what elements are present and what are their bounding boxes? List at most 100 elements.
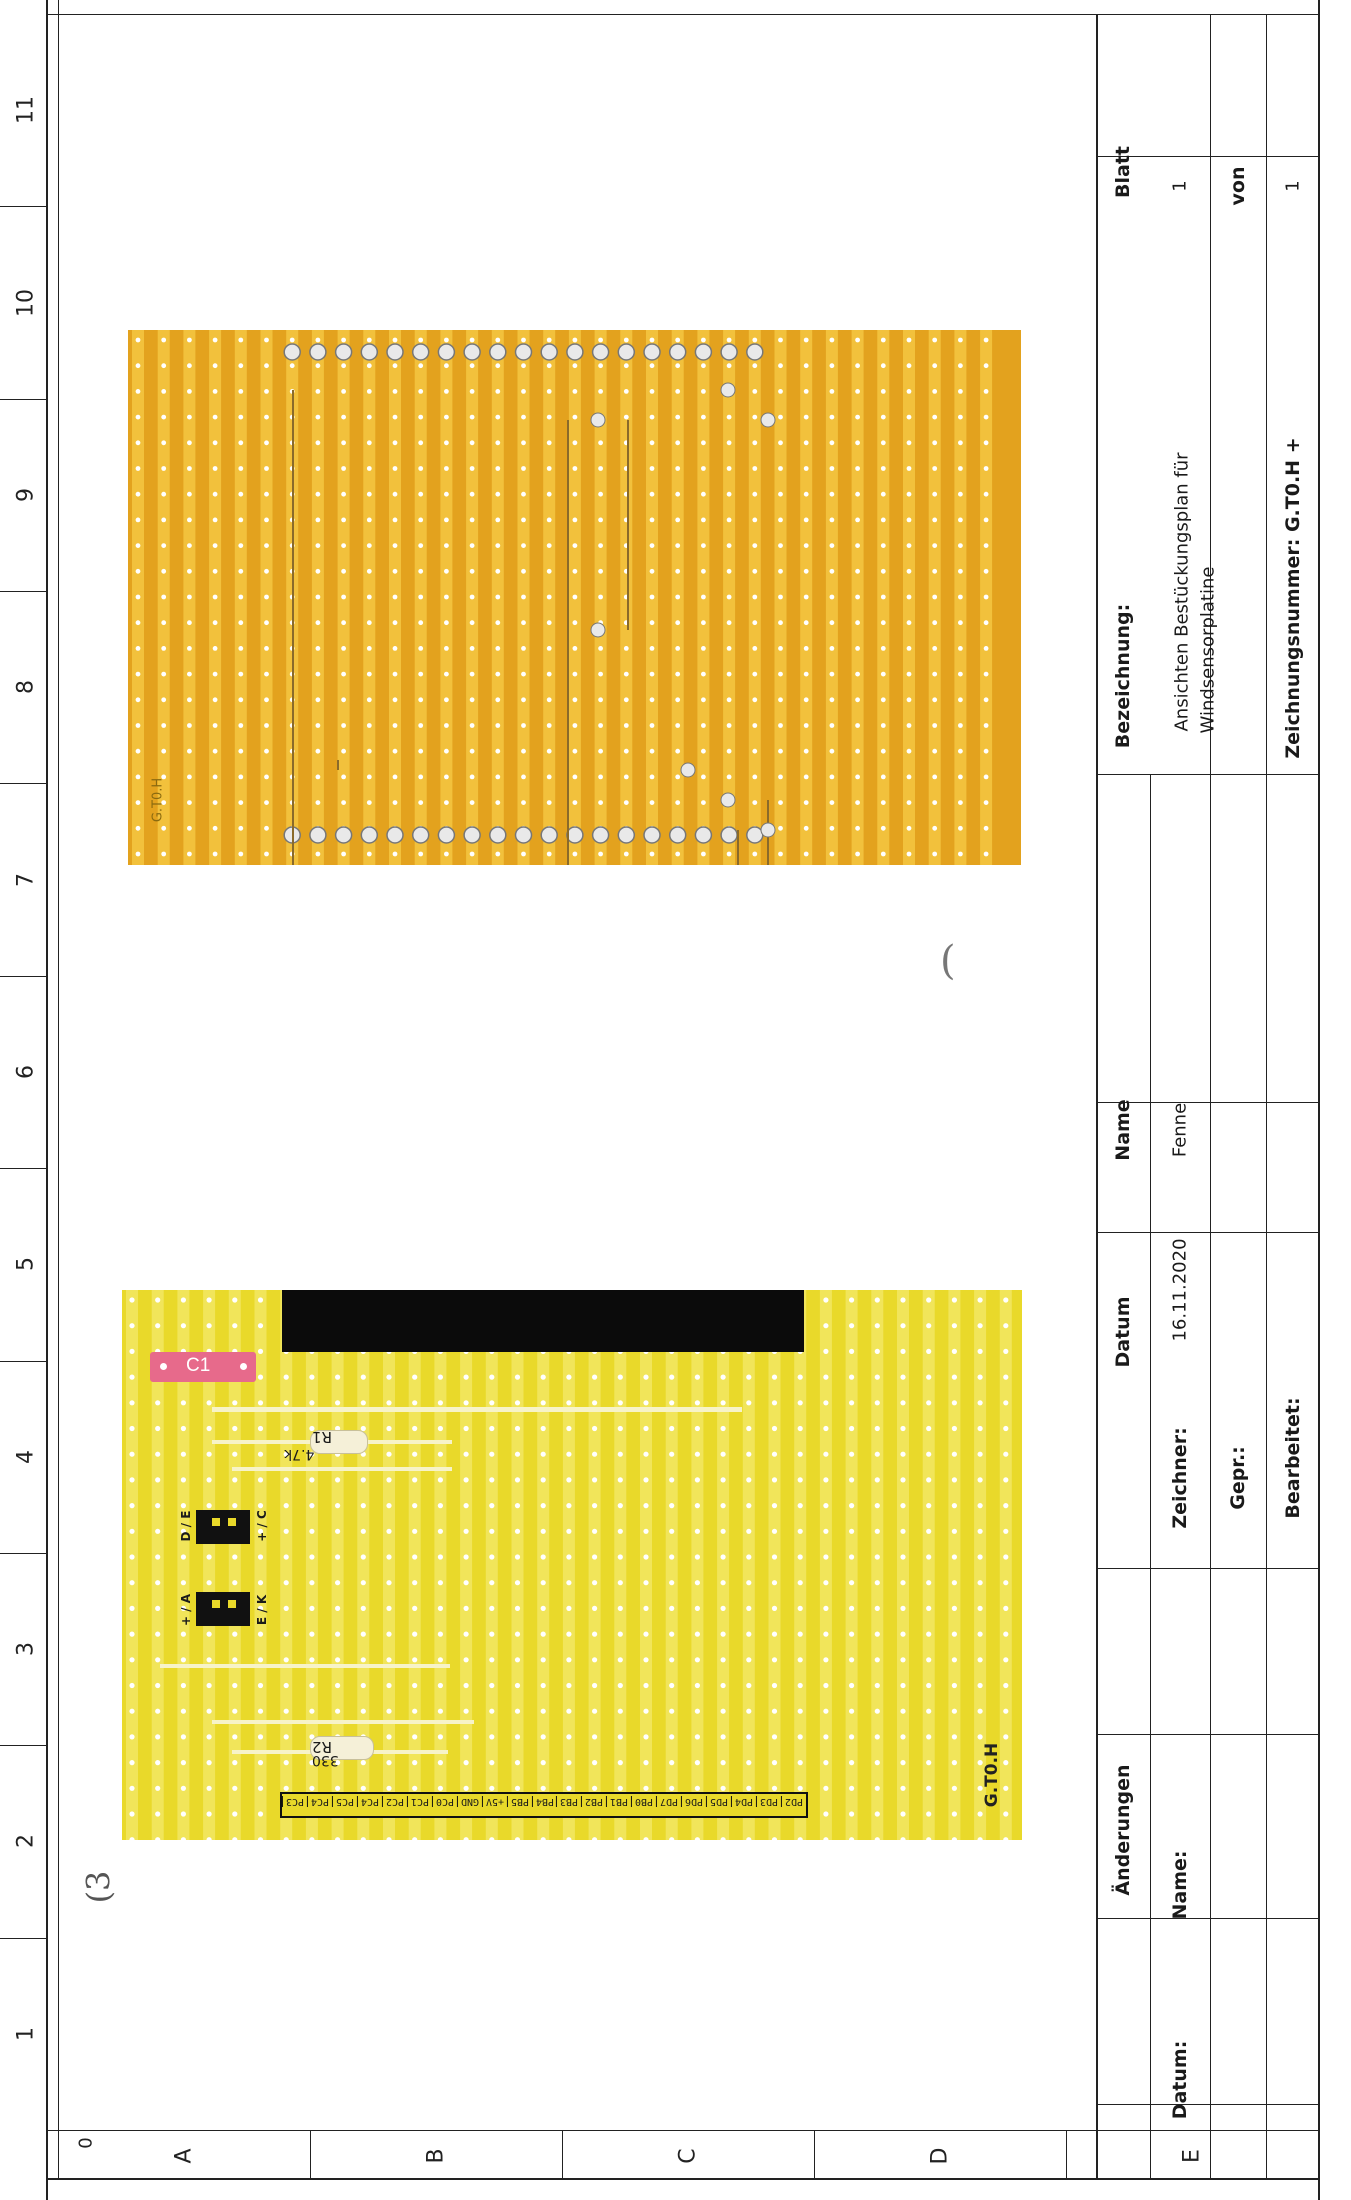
board-hole — [232, 1811, 238, 1817]
board-hole — [335, 1374, 341, 1380]
board-hole — [900, 1425, 906, 1432]
board-hole — [444, 671, 449, 677]
board-hole — [752, 491, 758, 497]
board-hole — [155, 1297, 161, 1303]
header-pin-label: PB4 — [531, 1796, 557, 1807]
board-hole — [546, 440, 552, 446]
board-hole — [900, 1605, 906, 1611]
board-hole — [489, 1682, 495, 1689]
board-hole — [623, 774, 629, 780]
board-hole — [257, 1811, 264, 1817]
board-hole — [951, 1425, 958, 1432]
board-hole — [392, 363, 398, 369]
row-letter: C — [675, 2148, 701, 2164]
board-hole — [489, 1631, 495, 1637]
board-hole — [412, 1605, 418, 1611]
board-hole — [701, 748, 706, 754]
board-hole — [469, 620, 475, 626]
board-hole — [366, 723, 372, 728]
board-hole — [900, 1503, 906, 1509]
board-hole — [155, 1477, 161, 1483]
board-hole — [257, 1580, 264, 1586]
board-hole — [360, 1528, 366, 1534]
board-hole — [469, 723, 475, 728]
solder-joint — [463, 826, 481, 844]
board-hole — [874, 1708, 880, 1714]
board-hole — [257, 1400, 264, 1406]
board-hole — [418, 620, 424, 626]
board-hole — [701, 389, 706, 394]
board-hole — [341, 491, 346, 497]
board-hole — [617, 1528, 623, 1534]
board-hole — [257, 1554, 264, 1560]
board-hole — [206, 1785, 212, 1791]
board-hole — [412, 1400, 418, 1406]
board-hole — [206, 1811, 212, 1817]
board-hole — [463, 1657, 469, 1663]
board-hole — [617, 1657, 623, 1663]
board-hole — [335, 1631, 341, 1637]
board-hole — [874, 1297, 880, 1303]
board-hole — [983, 491, 989, 497]
board-hole — [771, 1785, 778, 1791]
board-hole — [951, 1323, 958, 1329]
board-hole — [592, 1400, 598, 1406]
board-hole — [129, 1760, 135, 1766]
board-hole — [572, 723, 578, 728]
board-hole — [1003, 1425, 1009, 1432]
board-hole — [521, 414, 526, 420]
board-hole — [900, 1734, 906, 1740]
board-hole — [366, 517, 372, 523]
board-hole — [880, 723, 886, 728]
handwritten-mark: ( — [940, 938, 956, 984]
board-hole — [155, 1657, 161, 1663]
board-hole — [951, 1297, 958, 1303]
board-hole — [803, 620, 809, 626]
board-hole — [514, 1605, 521, 1611]
board-hole — [720, 1734, 726, 1740]
board-hole — [926, 1503, 932, 1509]
board-hole — [418, 774, 424, 780]
board-hole — [951, 1657, 958, 1663]
board-hole — [412, 1734, 418, 1740]
board-hole — [495, 440, 501, 446]
board-hole — [212, 440, 218, 446]
board-hole — [129, 1785, 135, 1791]
board-hole — [489, 1477, 495, 1483]
board-hole — [572, 337, 578, 343]
board-hole — [514, 1760, 521, 1766]
board-hole — [900, 1682, 906, 1689]
board-hole — [309, 1528, 315, 1534]
board-hole — [335, 1400, 341, 1406]
board-hole — [752, 748, 758, 754]
board-hole — [900, 1400, 906, 1406]
board-hole — [238, 723, 244, 728]
board-hole — [264, 697, 269, 703]
board-hole — [592, 1374, 598, 1380]
board-hole — [232, 1580, 238, 1586]
board-hole — [746, 1760, 752, 1766]
board-hole — [823, 1760, 829, 1766]
board-hole — [977, 1374, 983, 1380]
board-hole — [489, 1400, 495, 1406]
board-hole — [463, 1374, 469, 1380]
board-hole — [469, 671, 475, 677]
board-hole — [521, 517, 526, 523]
board-hole — [546, 568, 552, 574]
copper-strip — [897, 1290, 909, 1840]
board-hole — [675, 337, 681, 343]
handwritten-mark: (3 — [79, 1870, 118, 1904]
board-hole — [315, 774, 321, 780]
board-hole — [264, 389, 269, 394]
board-hole — [778, 543, 783, 548]
board-hole — [129, 1528, 135, 1534]
board-hole — [232, 1323, 238, 1329]
copper-strip — [640, 1290, 652, 1840]
board-hole — [495, 491, 501, 497]
board-hole — [669, 1631, 675, 1637]
board-hole — [880, 414, 886, 420]
board-hole — [257, 1708, 264, 1714]
board-hole — [1003, 1297, 1009, 1303]
board-hole — [701, 337, 706, 343]
board-hole — [566, 1503, 572, 1509]
